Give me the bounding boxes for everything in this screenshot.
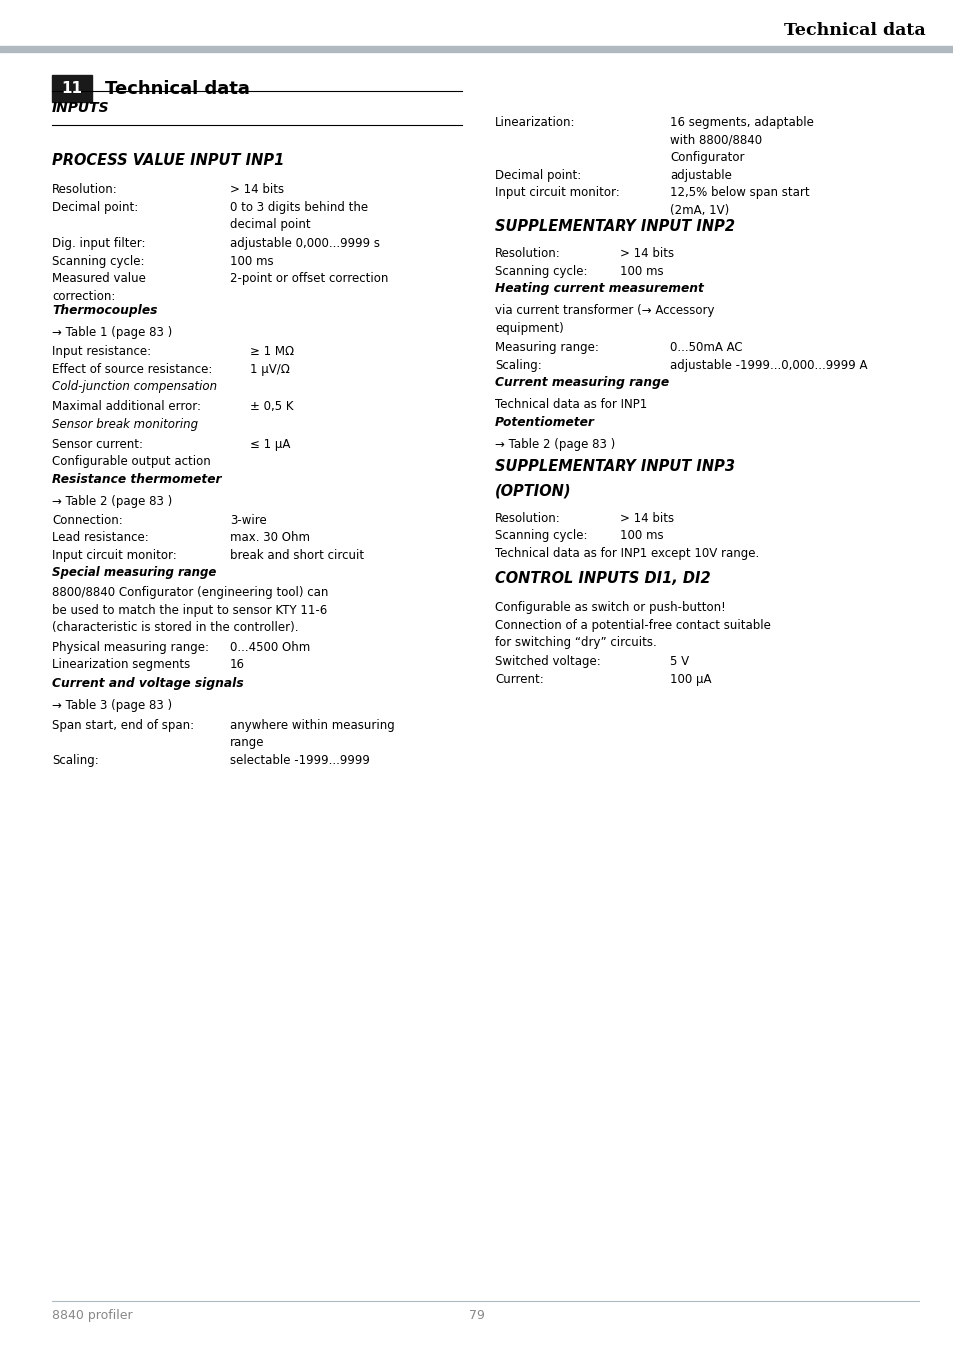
Text: Switched voltage:: Switched voltage: <box>495 655 600 669</box>
Text: Maximal additional error:: Maximal additional error: <box>52 400 201 413</box>
Text: Span start, end of span:: Span start, end of span: <box>52 719 193 731</box>
Text: 2-point or offset correction: 2-point or offset correction <box>230 273 388 285</box>
Text: Effect of source resistance:: Effect of source resistance: <box>52 362 213 376</box>
Text: > 14 bits: > 14 bits <box>619 512 674 524</box>
Text: 3-wire: 3-wire <box>230 513 267 527</box>
Text: Technical data as for INP1: Technical data as for INP1 <box>495 399 646 411</box>
Text: Input circuit monitor:: Input circuit monitor: <box>52 549 176 562</box>
Text: adjustable -1999...0,000...9999 A: adjustable -1999...0,000...9999 A <box>669 358 866 372</box>
Text: Potentiometer: Potentiometer <box>495 416 595 428</box>
Text: Configurable output action: Configurable output action <box>52 455 211 467</box>
Text: Current measuring range: Current measuring range <box>495 376 668 389</box>
Text: 12,5% below span start: 12,5% below span start <box>669 186 809 199</box>
Text: range: range <box>230 736 264 748</box>
Text: Resistance thermometer: Resistance thermometer <box>52 473 221 485</box>
Text: Measured value: Measured value <box>52 273 146 285</box>
Text: ≤ 1 μA: ≤ 1 μA <box>250 438 290 450</box>
Text: Technical data: Technical data <box>783 22 925 39</box>
Text: 1 μV/Ω: 1 μV/Ω <box>250 362 290 376</box>
Text: for switching “dry” circuits.: for switching “dry” circuits. <box>495 636 656 648</box>
Text: Current:: Current: <box>495 673 543 686</box>
Text: Sensor break monitoring: Sensor break monitoring <box>52 417 198 431</box>
Text: PROCESS VALUE INPUT INP1: PROCESS VALUE INPUT INP1 <box>52 153 284 168</box>
Text: → Table 1 (page 83 ): → Table 1 (page 83 ) <box>52 326 172 339</box>
Text: SUPPLEMENTARY INPUT INP2: SUPPLEMENTARY INPUT INP2 <box>495 219 734 234</box>
Text: Resolution:: Resolution: <box>495 247 560 261</box>
Text: 16 segments, adaptable: 16 segments, adaptable <box>669 116 813 128</box>
Text: Input circuit monitor:: Input circuit monitor: <box>495 186 619 199</box>
Text: 100 μA: 100 μA <box>669 673 711 686</box>
Text: 0...4500 Ohm: 0...4500 Ohm <box>230 640 310 654</box>
Text: Measuring range:: Measuring range: <box>495 340 598 354</box>
Text: Technical data: Technical data <box>105 80 250 97</box>
Text: 5 V: 5 V <box>669 655 688 669</box>
Text: Resolution:: Resolution: <box>495 512 560 524</box>
Text: selectable -1999...9999: selectable -1999...9999 <box>230 754 370 766</box>
Text: → Table 2 (page 83 ): → Table 2 (page 83 ) <box>52 494 172 508</box>
Text: ± 0,5 K: ± 0,5 K <box>250 400 294 413</box>
Text: Configurator: Configurator <box>669 151 743 163</box>
Text: Sensor current:: Sensor current: <box>52 438 143 450</box>
Text: Decimal point:: Decimal point: <box>52 200 138 213</box>
Text: > 14 bits: > 14 bits <box>230 182 284 196</box>
Text: Scaling:: Scaling: <box>52 754 99 766</box>
Text: INPUTS: INPUTS <box>52 101 110 115</box>
Text: 0 to 3 digits behind the: 0 to 3 digits behind the <box>230 200 368 213</box>
Text: Connection of a potential-free contact suitable: Connection of a potential-free contact s… <box>495 619 770 631</box>
Text: Dig. input filter:: Dig. input filter: <box>52 238 146 250</box>
Text: CONTROL INPUTS DI1, DI2: CONTROL INPUTS DI1, DI2 <box>495 571 710 586</box>
Text: with 8800/8840: with 8800/8840 <box>669 134 761 146</box>
Text: 16: 16 <box>230 658 245 671</box>
Text: Special measuring range: Special measuring range <box>52 566 216 580</box>
Text: > 14 bits: > 14 bits <box>619 247 674 261</box>
Text: be used to match the input to sensor KTY 11-6: be used to match the input to sensor KTY… <box>52 604 327 617</box>
Text: Scanning cycle:: Scanning cycle: <box>52 255 144 267</box>
Text: max. 30 Ohm: max. 30 Ohm <box>230 531 310 544</box>
Bar <box>0 46 953 51</box>
Text: equipment): equipment) <box>495 322 563 335</box>
Text: 100 ms: 100 ms <box>619 265 663 278</box>
Text: adjustable: adjustable <box>669 169 731 181</box>
Text: 11: 11 <box>61 81 82 96</box>
Bar <box>52 76 91 101</box>
Text: adjustable 0,000...9999 s: adjustable 0,000...9999 s <box>230 238 379 250</box>
Text: SUPPLEMENTARY INPUT INP3: SUPPLEMENTARY INPUT INP3 <box>495 458 734 473</box>
Text: Input resistance:: Input resistance: <box>52 345 151 358</box>
Text: break and short circuit: break and short circuit <box>230 549 364 562</box>
Text: Cold-junction compensation: Cold-junction compensation <box>52 380 217 393</box>
Text: (2mA, 1V): (2mA, 1V) <box>669 204 728 216</box>
Text: Scanning cycle:: Scanning cycle: <box>495 265 587 278</box>
Text: Scanning cycle:: Scanning cycle: <box>495 530 587 542</box>
Text: Thermocouples: Thermocouples <box>52 304 157 316</box>
Text: 8800/8840 Configurator (engineering tool) can: 8800/8840 Configurator (engineering tool… <box>52 586 328 600</box>
Text: Resolution:: Resolution: <box>52 182 117 196</box>
Text: Lead resistance:: Lead resistance: <box>52 531 149 544</box>
Text: ≥ 1 MΩ: ≥ 1 MΩ <box>250 345 294 358</box>
Text: (characteristic is stored in the controller).: (characteristic is stored in the control… <box>52 621 298 634</box>
Text: Configurable as switch or push-button!: Configurable as switch or push-button! <box>495 601 725 613</box>
Text: decimal point: decimal point <box>230 218 311 231</box>
Text: via current transformer (→ Accessory: via current transformer (→ Accessory <box>495 304 714 317</box>
Text: Technical data as for INP1 except 10V range.: Technical data as for INP1 except 10V ra… <box>495 547 759 559</box>
Text: Connection:: Connection: <box>52 513 123 527</box>
Text: 79: 79 <box>469 1309 484 1323</box>
Text: 8840 profiler: 8840 profiler <box>52 1309 132 1323</box>
Text: anywhere within measuring: anywhere within measuring <box>230 719 395 731</box>
Text: Linearization:: Linearization: <box>495 116 575 128</box>
Text: 100 ms: 100 ms <box>230 255 274 267</box>
Text: Heating current measurement: Heating current measurement <box>495 282 703 296</box>
Text: Linearization segments: Linearization segments <box>52 658 190 671</box>
Text: 100 ms: 100 ms <box>619 530 663 542</box>
Text: → Table 2 (page 83 ): → Table 2 (page 83 ) <box>495 438 615 450</box>
Text: → Table 3 (page 83 ): → Table 3 (page 83 ) <box>52 700 172 712</box>
Text: Scaling:: Scaling: <box>495 358 541 372</box>
Text: correction:: correction: <box>52 289 115 303</box>
Text: Current and voltage signals: Current and voltage signals <box>52 677 243 690</box>
Text: Decimal point:: Decimal point: <box>495 169 580 181</box>
Text: (OPTION): (OPTION) <box>495 484 571 499</box>
Text: 0...50mA AC: 0...50mA AC <box>669 340 741 354</box>
Text: Physical measuring range:: Physical measuring range: <box>52 640 209 654</box>
